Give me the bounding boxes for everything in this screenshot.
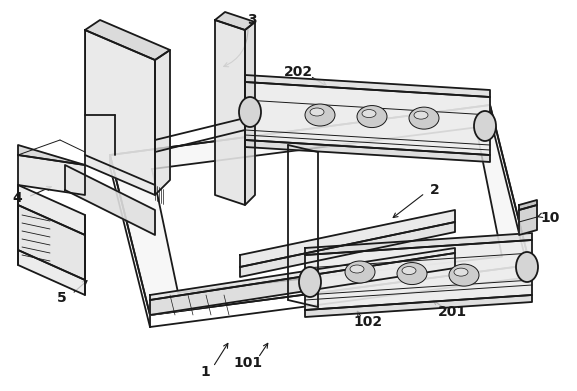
Ellipse shape [474,111,496,141]
Polygon shape [305,295,532,317]
FancyArrowPatch shape [357,311,362,316]
Ellipse shape [449,264,479,286]
Polygon shape [155,50,170,195]
Polygon shape [18,205,85,280]
Polygon shape [18,145,85,165]
Polygon shape [305,240,532,310]
Polygon shape [245,75,490,97]
Text: 5: 5 [57,291,67,305]
Polygon shape [245,82,490,155]
Polygon shape [152,127,502,292]
FancyArrowPatch shape [215,343,228,365]
FancyArrowPatch shape [537,213,543,217]
Polygon shape [240,222,455,277]
Polygon shape [65,165,155,235]
Polygon shape [519,200,537,210]
Ellipse shape [305,104,335,126]
Text: 201: 201 [437,305,467,319]
Polygon shape [18,185,85,235]
Ellipse shape [397,263,427,285]
Text: 101: 101 [234,356,263,370]
Ellipse shape [310,108,324,116]
Polygon shape [305,233,532,255]
Polygon shape [240,210,455,267]
Text: 4: 4 [12,191,22,205]
Polygon shape [245,140,490,162]
Text: 3: 3 [247,13,257,27]
Ellipse shape [516,252,538,282]
FancyArrowPatch shape [312,77,327,86]
Ellipse shape [362,109,376,118]
Text: 10: 10 [540,211,560,225]
FancyArrowPatch shape [393,195,423,217]
Ellipse shape [239,97,261,127]
Ellipse shape [299,267,321,297]
Ellipse shape [454,268,468,276]
Polygon shape [85,30,155,195]
FancyArrowPatch shape [260,343,268,356]
Ellipse shape [357,106,387,127]
FancyArrowPatch shape [74,281,87,292]
Text: 1: 1 [200,365,210,379]
Polygon shape [110,105,530,315]
Polygon shape [245,22,255,205]
Text: 202: 202 [283,65,313,79]
Text: 102: 102 [354,315,383,329]
Text: 2: 2 [430,183,440,197]
FancyArrowPatch shape [31,187,51,196]
Polygon shape [85,20,170,60]
Ellipse shape [409,107,439,129]
Polygon shape [150,248,455,300]
Ellipse shape [402,267,416,274]
Ellipse shape [350,265,364,273]
Ellipse shape [345,261,375,283]
Ellipse shape [414,111,428,119]
Polygon shape [215,12,255,30]
Polygon shape [18,250,85,295]
FancyArrowPatch shape [224,30,248,67]
Polygon shape [150,253,455,315]
FancyArrowPatch shape [433,300,442,307]
Polygon shape [215,20,245,205]
Polygon shape [18,155,85,195]
Polygon shape [519,205,537,235]
